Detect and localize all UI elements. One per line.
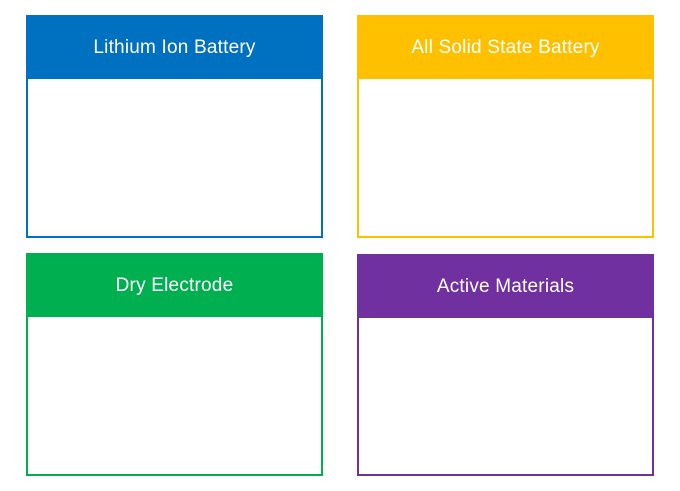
card-header-all-solid-state-battery: All Solid State Battery [359, 17, 652, 79]
card-body-active-materials [359, 318, 652, 474]
card-header-active-materials: Active Materials [359, 256, 652, 318]
card-title: Lithium Ion Battery [93, 37, 256, 58]
card-body-all-solid-state-battery [359, 79, 652, 236]
card-body-dry-electrode [28, 317, 321, 474]
card-header-lithium-ion-battery: Lithium Ion Battery [28, 17, 321, 79]
card-title: Active Materials [436, 276, 575, 297]
card-lithium-ion-battery: Lithium Ion Battery [26, 15, 323, 238]
card-all-solid-state-battery: All Solid State Battery [357, 15, 654, 238]
card-header-dry-electrode: Dry Electrode [28, 255, 321, 317]
card-title: All Solid State Battery [411, 37, 600, 58]
card-title: Dry Electrode [115, 275, 234, 296]
card-dry-electrode: Dry Electrode [26, 253, 323, 476]
card-active-materials: Active Materials [357, 254, 654, 476]
card-body-lithium-ion-battery [28, 79, 321, 236]
